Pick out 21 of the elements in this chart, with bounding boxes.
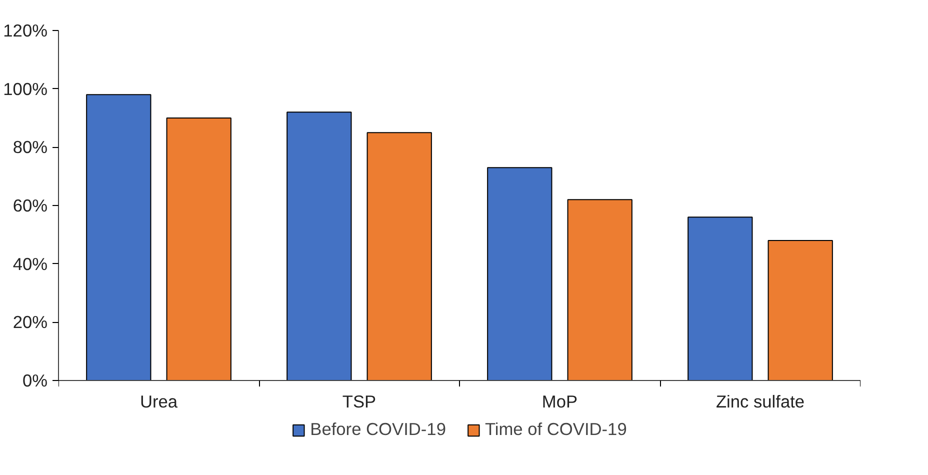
x-tick-label: Urea [140,392,178,412]
x-tick-label: MoP [542,392,578,412]
y-tick-label: 80% [12,137,48,158]
bar [86,94,152,381]
bar [688,216,753,381]
y-tick-label: 120% [3,20,48,40]
y-tick-label: 60% [12,196,48,216]
bar [286,112,352,381]
bar [567,199,632,381]
y-tick-label: 100% [3,78,48,99]
x-tick-label: Zinc sulfate [716,392,805,412]
y-tick-label: 0% [22,370,48,390]
x-tick-label: TSP [342,392,376,412]
y-tick-label: 20% [12,312,48,332]
legend-label: Before COVID-19 [310,419,446,440]
bar [366,132,432,381]
bar [487,167,552,381]
legend-label: Time of COVID-19 [484,419,627,440]
bar [166,118,232,381]
bar [768,240,833,381]
y-tick-label: 40% [12,254,48,274]
